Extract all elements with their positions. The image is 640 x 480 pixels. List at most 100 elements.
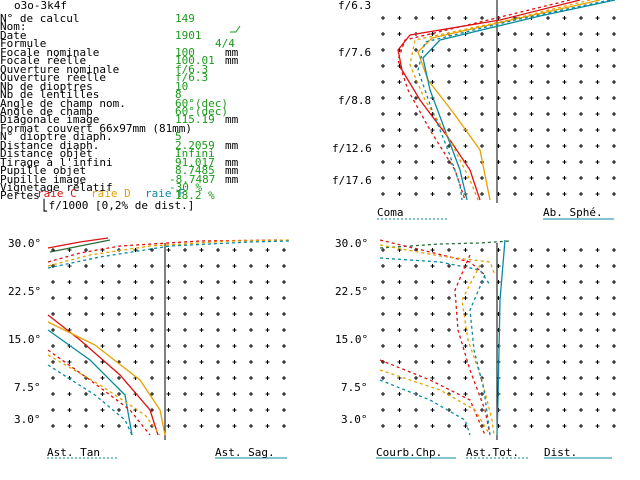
field-grid-mark xyxy=(595,312,600,316)
coma-grid-mark xyxy=(397,112,402,116)
astig-grid-mark xyxy=(166,408,171,412)
param-label: Date xyxy=(0,28,27,42)
astig-grid-mark xyxy=(199,328,204,332)
param-unit: mm xyxy=(225,138,239,152)
distortion-label: Dist. xyxy=(544,446,578,459)
coma-grid-mark xyxy=(463,64,468,68)
coma-grid-mark xyxy=(397,80,402,84)
astig-grid-mark xyxy=(133,328,138,332)
coma-grid-mark xyxy=(546,112,550,116)
astig-grid-mark xyxy=(265,424,270,428)
param-label: Distance objet xyxy=(0,147,93,161)
astig-grid-mark xyxy=(150,392,154,396)
astig-grid-mark xyxy=(232,392,237,396)
field-grid-mark xyxy=(381,312,385,316)
field-grid-mark xyxy=(529,328,534,332)
astig-grid-mark xyxy=(265,392,270,396)
field-grid-mark xyxy=(513,424,517,428)
field-grid-mark xyxy=(595,376,600,380)
field-grid-mark xyxy=(513,280,517,284)
field-grid-mark xyxy=(529,248,534,252)
astig-grid-mark xyxy=(249,248,253,252)
astig-grid-mark xyxy=(183,296,187,300)
astig-grid-mark xyxy=(282,328,286,332)
field-tick-4: 3.0° xyxy=(341,413,368,426)
coma-grid-mark xyxy=(480,80,484,84)
field-grid-mark xyxy=(463,248,468,252)
coma-grid-mark xyxy=(579,80,583,84)
coma-grid-mark xyxy=(480,144,484,148)
param-label: Pupille objet xyxy=(0,164,87,178)
field-grid-mark xyxy=(414,280,418,284)
field-grid-mark xyxy=(447,424,451,428)
astig-grid-mark xyxy=(150,328,154,332)
field-curvature-label: Courb.Chp. xyxy=(376,446,443,459)
field-top xyxy=(379,240,511,249)
field-grid-mark xyxy=(562,408,567,412)
asttot-c xyxy=(454,254,491,436)
coma-grid-mark xyxy=(381,176,385,180)
coma-grid-mark xyxy=(513,112,517,116)
coma-grid-mark xyxy=(579,64,583,68)
coma-grid-mark xyxy=(562,176,567,180)
astig-grid-mark xyxy=(51,328,55,332)
coma-grid-mark xyxy=(447,176,451,180)
astig-grid-mark xyxy=(166,392,171,396)
coma-grid-mark xyxy=(612,176,616,180)
param-value: f/6.3 xyxy=(175,62,209,76)
field-grid-mark xyxy=(480,296,484,300)
field-grid-mark xyxy=(480,248,484,252)
field-grid-mark xyxy=(463,296,468,300)
legend-raie-c: raie C xyxy=(37,187,77,200)
astig-grid-mark xyxy=(100,392,105,396)
field-grid-mark xyxy=(430,296,435,300)
astig-grid-mark xyxy=(232,248,237,252)
field-grid-mark xyxy=(397,392,402,396)
field-grid-mark xyxy=(397,264,402,268)
astig-grid-mark xyxy=(84,280,88,284)
astig-grid-mark xyxy=(249,344,253,348)
tan-curve-d xyxy=(47,321,166,436)
field-grid-mark xyxy=(447,312,451,316)
astig-grid-mark xyxy=(199,392,204,396)
astig-grid-mark xyxy=(133,264,138,268)
field-grid-mark xyxy=(579,344,583,348)
astig-grid-mark xyxy=(84,296,88,300)
astig-grid-mark xyxy=(166,424,171,428)
field-grid-mark xyxy=(430,376,435,380)
param-label: N° dioptre diaph. xyxy=(0,130,113,144)
coma-grid-mark xyxy=(562,64,567,68)
field-grid-mark xyxy=(579,328,583,332)
astig-grid-mark xyxy=(183,408,187,412)
coma-grid-mark xyxy=(612,128,616,132)
field-grid-mark xyxy=(562,392,567,396)
astig-grid-mark xyxy=(216,264,220,268)
astig-grid-mark xyxy=(67,264,72,268)
coma-grid-mark xyxy=(381,160,385,164)
sag-curve-c xyxy=(47,349,151,436)
coma-grid-mark xyxy=(612,16,616,20)
astig-grid-mark xyxy=(216,392,220,396)
coma-grid-mark xyxy=(612,144,616,148)
coma-grid-mark xyxy=(381,96,385,100)
param-label: N° de calcul xyxy=(0,12,80,25)
coma-grid-mark xyxy=(612,48,616,52)
field-grid-mark xyxy=(397,296,402,300)
field-grid-mark xyxy=(513,376,517,380)
param-value: 2.2059 xyxy=(175,138,215,152)
coma-curve-f xyxy=(422,0,616,201)
astig-grid-mark xyxy=(67,408,72,412)
field-grid-mark xyxy=(546,360,550,364)
field-grid-mark xyxy=(414,328,418,332)
field-grid-mark xyxy=(430,280,435,284)
field-grid-mark xyxy=(579,376,583,380)
param-label: Formule xyxy=(0,37,47,51)
field-grid-mark xyxy=(562,424,567,428)
param-label: Ouverture nominale xyxy=(0,62,120,76)
coma-grid-mark xyxy=(447,96,451,100)
astig-grid-mark xyxy=(100,408,105,412)
param-label: Focale réelle xyxy=(0,54,87,68)
param-value: -30 % xyxy=(169,181,203,194)
coma-grid-mark xyxy=(480,112,484,116)
coma-grid-mark xyxy=(546,96,550,100)
